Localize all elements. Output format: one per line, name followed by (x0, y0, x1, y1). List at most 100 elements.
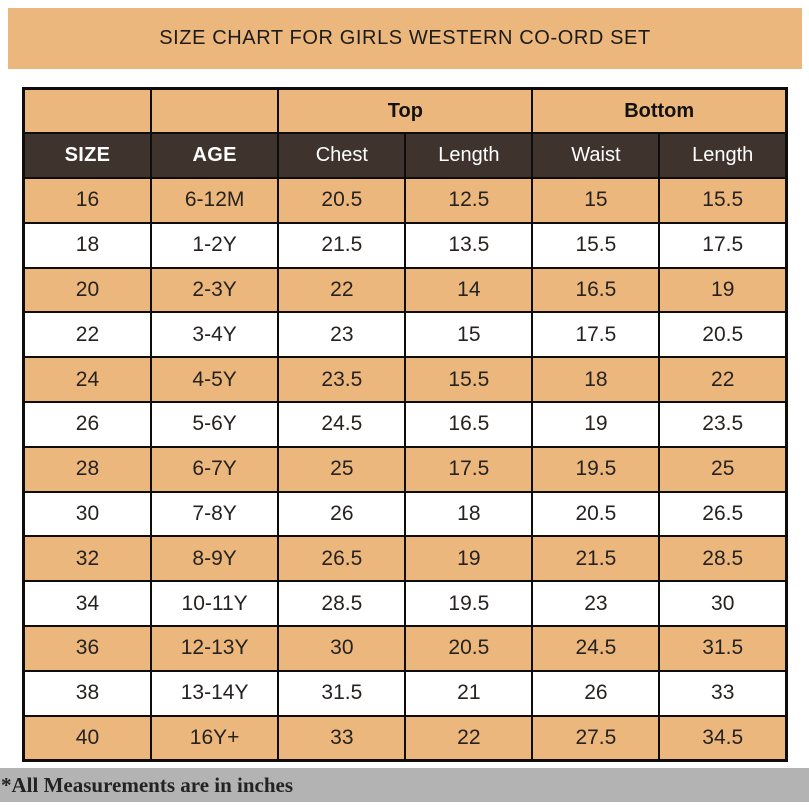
table-cell: 33 (658, 669, 788, 717)
table-cell: 38 (22, 669, 152, 717)
table-cell: 22 (277, 266, 407, 314)
table-row: 16 6-12M 20.5 12.5 15 15.5 (22, 177, 788, 224)
table-cell: 1-2Y (149, 221, 280, 269)
footer-note-bar: *All Measurements are in inches (0, 768, 809, 802)
table-cell: 5-6Y (149, 401, 280, 448)
table-cell: 20.5 (404, 625, 534, 672)
table-row: 38 13-14Y 31.5 21 26 33 (22, 669, 788, 717)
table-cell: 16.5 (404, 401, 534, 448)
column-header-bottom-length: Length (658, 132, 788, 180)
table-cell: 26 (277, 490, 407, 538)
table-row: 20 2-3Y 22 14 16.5 19 (22, 266, 788, 314)
table-cell: 19 (404, 535, 534, 583)
table-cell: 17.5 (531, 311, 661, 359)
measurement-note: *All Measurements are in inches (1, 772, 294, 797)
group-header-bottom: Bottom (531, 87, 788, 135)
table-cell: 23.5 (658, 401, 788, 448)
table-cell: 34 (22, 580, 152, 628)
table-cell: 21 (404, 669, 534, 717)
table-cell: 19.5 (531, 445, 661, 493)
table-cell: 23 (531, 580, 661, 628)
table-cell: 15.5 (658, 177, 788, 224)
table-cell: 3-4Y (149, 311, 280, 359)
table-cell: 26 (22, 401, 152, 448)
table-cell: 25 (277, 445, 407, 493)
table-cell: 26.5 (277, 535, 407, 583)
table-cell: 14 (404, 266, 534, 314)
table-row: 24 4-5Y 23.5 15.5 18 22 (22, 356, 788, 404)
table-cell: 18 (22, 221, 152, 269)
table-cell: 20.5 (531, 490, 661, 538)
table-cell: 23 (277, 311, 407, 359)
group-header-row: Top Bottom (22, 87, 788, 135)
size-chart-table: Top Bottom SIZE AGE Chest Length Waist L… (22, 87, 788, 762)
table-row: 32 8-9Y 26.5 19 21.5 28.5 (22, 535, 788, 583)
table-cell: 6-12M (149, 177, 280, 224)
column-header-chest: Chest (277, 132, 407, 180)
table-cell: 7-8Y (149, 490, 280, 538)
table-cell: 19.5 (404, 580, 534, 628)
table-cell: 19 (658, 266, 788, 314)
table-cell: 24.5 (531, 625, 661, 672)
table-row: 30 7-8Y 26 18 20.5 26.5 (22, 490, 788, 538)
column-header-top-length: Length (404, 132, 534, 180)
column-header-row: SIZE AGE Chest Length Waist Length (22, 132, 788, 180)
table-cell: 27.5 (531, 714, 661, 762)
table-cell: 30 (277, 625, 407, 672)
table-cell: 28.5 (658, 535, 788, 583)
size-table-body: 16 6-12M 20.5 12.5 15 15.5 18 1-2Y 21.5 13.5 15.5 1… (22, 177, 788, 762)
table-cell: 22 (22, 311, 152, 359)
table-cell: 34.5 (658, 714, 788, 762)
title-bar: SIZE CHART FOR GIRLS WESTERN CO-ORD SET (8, 8, 802, 69)
table-cell: 15 (531, 177, 661, 224)
table-row: 40 16Y+ 33 22 27.5 34.5 (22, 714, 788, 762)
table-cell: 26.5 (658, 490, 788, 538)
table-cell: 31.5 (658, 625, 788, 672)
table-cell: 15.5 (531, 221, 661, 269)
table-row: 28 6-7Y 25 17.5 19.5 25 (22, 445, 788, 493)
table-cell: 22 (404, 714, 534, 762)
table-cell: 31.5 (277, 669, 407, 717)
table-cell: 30 (658, 580, 788, 628)
table-cell: 13-14Y (149, 669, 280, 717)
table-cell: 23.5 (277, 356, 407, 404)
table-cell: 8-9Y (149, 535, 280, 583)
table-cell: 24.5 (277, 401, 407, 448)
page-title: SIZE CHART FOR GIRLS WESTERN CO-ORD SET (159, 27, 651, 49)
table-cell: 25 (658, 445, 788, 493)
table-cell: 20 (22, 266, 152, 314)
table-cell: 16 (22, 177, 152, 224)
table-row: 34 10-11Y 28.5 19.5 23 30 (22, 580, 788, 628)
table-cell: 36 (22, 625, 152, 672)
table-cell: 4-5Y (149, 356, 280, 404)
table-cell: 16Y+ (149, 714, 280, 762)
table-cell: 28 (22, 445, 152, 493)
group-header-top: Top (277, 87, 534, 135)
table-cell: 16.5 (531, 266, 661, 314)
table-row: 18 1-2Y 21.5 13.5 15.5 17.5 (22, 221, 788, 269)
table-cell: 17.5 (658, 221, 788, 269)
table-cell: 26 (531, 669, 661, 717)
table-cell: 6-7Y (149, 445, 280, 493)
table-cell: 18 (531, 356, 661, 404)
table-cell: 20.5 (277, 177, 407, 224)
table-cell: 21.5 (277, 221, 407, 269)
table-cell: 15 (404, 311, 534, 359)
table-cell: 33 (277, 714, 407, 762)
table-cell: 13.5 (404, 221, 534, 269)
table-cell: 24 (22, 356, 152, 404)
empty-cell (22, 87, 152, 135)
table-cell: 2-3Y (149, 266, 280, 314)
table-cell: 21.5 (531, 535, 661, 583)
column-header-age: AGE (149, 132, 280, 180)
table-cell: 10-11Y (149, 580, 280, 628)
table-cell: 32 (22, 535, 152, 583)
table-cell: 30 (22, 490, 152, 538)
table-cell: 22 (658, 356, 788, 404)
table-cell: 12-13Y (149, 625, 280, 672)
table-cell: 28.5 (277, 580, 407, 628)
empty-cell (149, 87, 280, 135)
table-cell: 40 (22, 714, 152, 762)
table-cell: 17.5 (404, 445, 534, 493)
table-cell: 15.5 (404, 356, 534, 404)
